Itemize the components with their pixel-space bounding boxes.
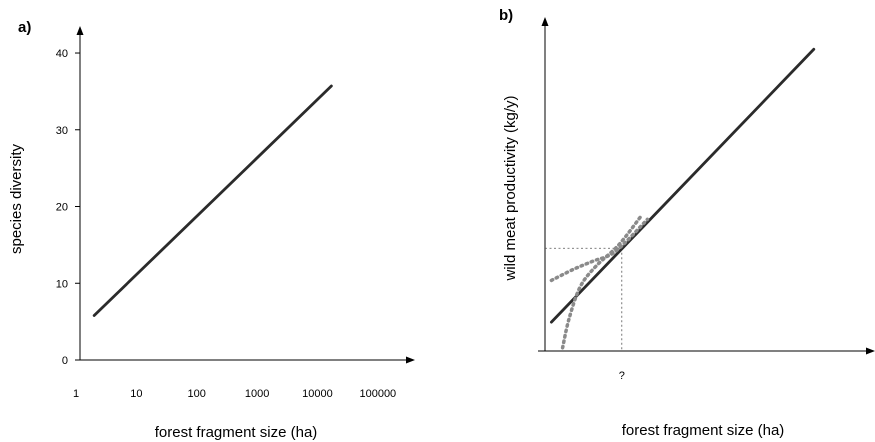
panel-a-x-axis-arrow	[406, 356, 415, 364]
panel-a: a) 0 10 20 30 40 1 10 100 1000 10000 100000 fores…	[8, 19, 415, 441]
panel-a-x-tick-label: 100	[188, 388, 206, 400]
panel-a-y-tick-label: 10	[56, 278, 68, 290]
panel-a-y-tick-label: 30	[56, 125, 68, 137]
panel-a-y-axis-arrow	[76, 26, 84, 35]
panel-a-series-line	[92, 84, 333, 317]
panel-b-solid-line	[550, 47, 816, 324]
panel-a-x-tick-label: 1	[73, 388, 79, 400]
panel-b: b) ? forest fragment size (ha) wild meat…	[499, 7, 875, 439]
panel-a-y-axis-title: species diversity	[8, 143, 25, 254]
panel-b-y-axis-arrow	[541, 17, 549, 26]
panel-b-y-axis-title: wild meat productivity (kg/y)	[502, 95, 519, 281]
panel-a-x-tick-label: 10000	[302, 388, 333, 400]
panel-b-x-annotation: ?	[619, 370, 625, 382]
panel-b-label: b)	[499, 7, 513, 24]
panel-a-x-tick-label: 100000	[359, 388, 396, 400]
panel-b-x-axis-title: forest fragment size (ha)	[622, 422, 785, 439]
panel-b-dotted-curve-2	[560, 214, 643, 350]
panel-a-x-axis-title: forest fragment size (ha)	[155, 424, 318, 441]
panel-b-x-axis-arrow	[866, 347, 875, 355]
panel-a-y-tick-label: 40	[56, 48, 68, 60]
panel-a-label: a)	[18, 19, 31, 36]
panel-a-x-tick-label: 10	[130, 388, 142, 400]
panel-a-y-tick-label: 20	[56, 202, 68, 214]
panel-a-x-tick-label: 1000	[245, 388, 269, 400]
panel-a-y-tick-label: 0	[62, 355, 68, 367]
panel-b-dotted-curve-1	[549, 217, 650, 283]
